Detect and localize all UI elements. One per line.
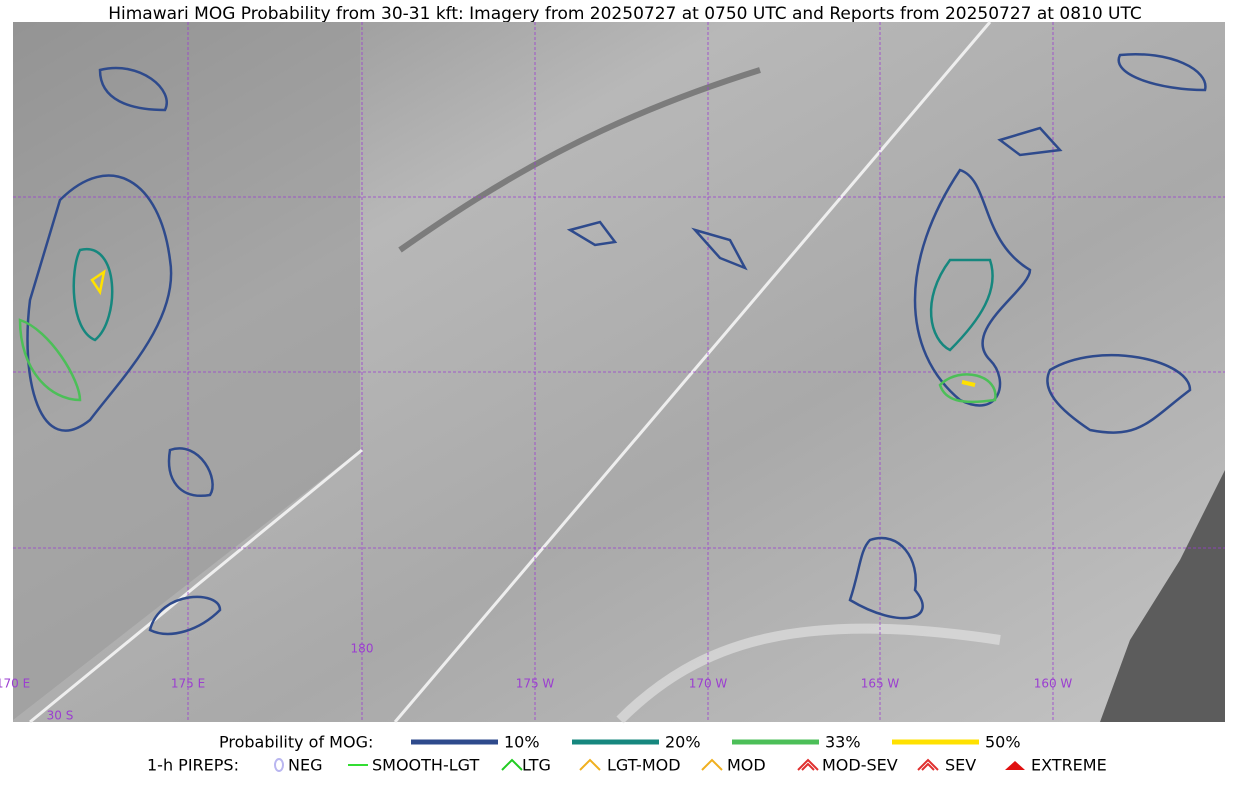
legend-label: SMOOTH-LGT [372,756,479,775]
map-labels: 170 E 175 E 180 175 W 170 W 165 W 160 W 30 S [0,642,1072,723]
pirep-icon [579,758,601,771]
pirep-icon [1005,761,1025,770]
grid [13,22,1225,722]
legend-label: 10% [504,733,540,752]
legend-label: LTG [522,756,551,775]
longitude-label: 165 W [861,677,900,691]
legend-title: 1-h PIREPS: [147,756,239,775]
legend-label: SEV [945,756,976,775]
legend-label: LGT-MOD [607,756,681,775]
legend-label: NEG [288,756,322,775]
pirep-icon [701,758,723,771]
legend-label: 50% [985,733,1021,752]
legend-label: 33% [825,733,861,752]
pirep-icon [917,758,939,771]
pirep-icon [274,758,284,772]
longitude-label: 170 W [689,677,728,691]
legend-label: EXTREME [1031,756,1107,775]
legend-title: Probability of MOG: [219,733,373,752]
pirep-icon [501,758,523,771]
longitude-label: 175 E [171,677,205,691]
longitude-label: 160 W [1034,677,1073,691]
legend-label: MOD [727,756,766,775]
pirep-icon [797,758,819,771]
legend-label: 20% [665,733,701,752]
title: Himawari MOG Probability from 30-31 kft:… [108,4,1142,24]
latitude-label: 30 S [47,709,74,723]
longitude-label: 180 [351,642,374,656]
legend-label: MOD-SEV [822,756,898,775]
longitude-label: 170 E [0,677,30,691]
contours [18,52,1207,636]
legend: Probability of MOG: 10% 20% 33% 50% 1-h PIREP… [147,733,1107,775]
longitude-label: 175 W [516,677,555,691]
